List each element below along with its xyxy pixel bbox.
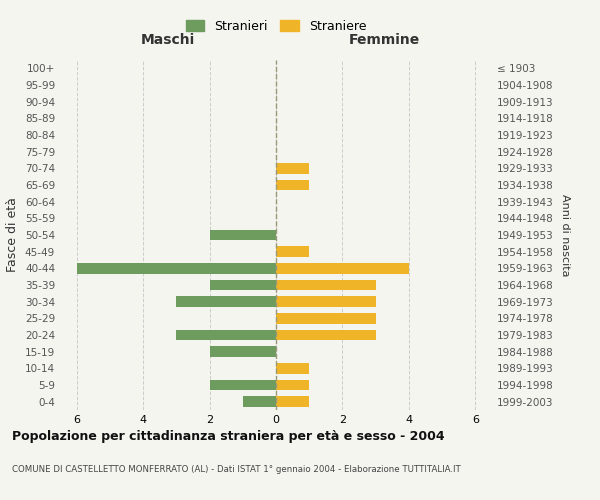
Bar <box>209 346 276 357</box>
Text: Popolazione per cittadinanza straniera per età e sesso - 2004: Popolazione per cittadinanza straniera p… <box>12 430 445 443</box>
Text: Maschi: Maschi <box>141 32 195 46</box>
Bar <box>276 280 376 290</box>
Bar <box>209 230 276 240</box>
Bar <box>77 263 276 274</box>
Y-axis label: Anni di nascita: Anni di nascita <box>560 194 570 276</box>
Bar <box>276 330 376 340</box>
Bar <box>276 163 309 174</box>
Bar <box>243 396 276 407</box>
Bar <box>176 296 276 307</box>
Legend: Stranieri, Straniere: Stranieri, Straniere <box>182 16 370 37</box>
Text: COMUNE DI CASTELLETTO MONFERRATO (AL) - Dati ISTAT 1° gennaio 2004 - Elaborazion: COMUNE DI CASTELLETTO MONFERRATO (AL) - … <box>12 465 461 474</box>
Bar <box>276 363 309 374</box>
Bar <box>176 330 276 340</box>
Y-axis label: Fasce di età: Fasce di età <box>7 198 19 272</box>
Bar <box>276 263 409 274</box>
Bar <box>209 280 276 290</box>
Bar <box>209 380 276 390</box>
Bar <box>276 296 376 307</box>
Text: Femmine: Femmine <box>349 32 419 46</box>
Bar <box>276 380 309 390</box>
Bar <box>276 246 309 257</box>
Bar <box>276 396 309 407</box>
Bar <box>276 313 376 324</box>
Bar <box>276 180 309 190</box>
